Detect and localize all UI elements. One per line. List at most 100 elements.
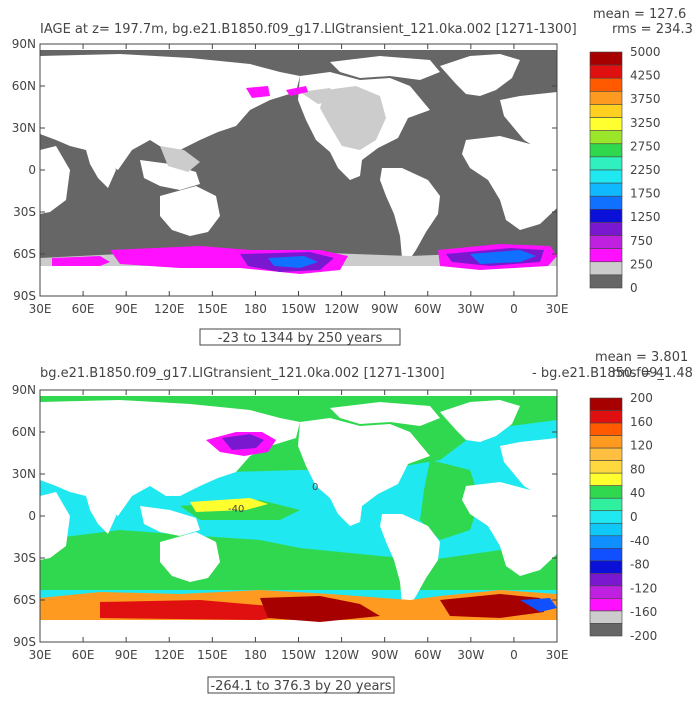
panel-1-india — [86, 150, 116, 188]
panel-2-india — [86, 496, 116, 534]
colorbar-label: -80 — [630, 558, 650, 572]
x-tick-label: 150W — [281, 648, 316, 662]
colorbar-swatch — [589, 573, 623, 587]
x-tick-label: 120E — [154, 648, 185, 662]
panel-2-antarctica — [40, 620, 557, 642]
y-tick-label: 0 — [28, 163, 36, 177]
panel-2-greenland — [440, 400, 520, 442]
panel-1-eurasia-left — [40, 54, 300, 170]
panel-1-grey-atlantic — [320, 86, 386, 150]
x-tick-label: 150E — [197, 302, 228, 316]
colorbar-swatch — [589, 209, 623, 223]
panel-1-magenta-north-b — [286, 86, 308, 96]
panel-1-rms: rms = 234.3 — [612, 22, 693, 37]
x-tick-label: 60W — [414, 302, 441, 316]
panel-1-y-ticks: 90N 60N 30N 0 30S 60S 90S — [12, 37, 557, 303]
colorbar-swatch — [589, 130, 623, 145]
panel-1-blue-band-b — [268, 256, 318, 268]
colorbar-label: 250 — [630, 257, 653, 271]
x-tick-label: 30E — [29, 302, 52, 316]
colorbar-swatch — [589, 560, 623, 574]
y-tick-label: 60S — [13, 247, 36, 261]
colorbar-swatch — [589, 143, 623, 158]
colorbar-label: 3750 — [630, 92, 661, 106]
x-tick-label: 30E — [546, 302, 569, 316]
panel-1-australia — [160, 186, 220, 236]
colorbar-swatch — [589, 497, 623, 512]
colorbar-swatch — [589, 510, 623, 524]
x-tick-label: 30E — [29, 648, 52, 662]
colorbar-swatch — [589, 435, 623, 449]
panel-1-south-america — [380, 168, 440, 262]
panel-2-x-ticks: 30E 60E 90E 120E 150E 180 150W 120W 90W 60W 30W 0 30… — [29, 390, 569, 662]
colorbar-label: 1750 — [630, 187, 661, 201]
colorbar-swatch — [589, 460, 623, 474]
colorbar-swatch — [589, 156, 623, 171]
y-tick-label: 60N — [12, 79, 36, 93]
y-tick-label: 90N — [12, 37, 36, 51]
colorbar-swatch — [589, 472, 623, 486]
colorbar-swatch — [589, 598, 623, 612]
x-tick-label: 180 — [244, 302, 267, 316]
panel-1-africa — [462, 136, 557, 230]
panel-1-magenta-north-a — [246, 86, 270, 98]
panel-2-purple-north — [222, 434, 264, 450]
panel-2-arctic-canada — [330, 402, 440, 426]
y-tick-label: 30S — [13, 205, 36, 219]
panel-1: IAGE at z= 197.7m, bg.e21.B1850.f09_g17.… — [12, 7, 693, 346]
y-tick-label: 30N — [12, 467, 36, 481]
y-tick-label: 90S — [13, 289, 36, 303]
colorbar-label: -160 — [630, 605, 657, 619]
x-tick-label: 60E — [72, 302, 95, 316]
panel-2-darkred-center — [260, 596, 380, 622]
panel-2-darkred-right — [440, 594, 544, 618]
colorbar-label: 40 — [630, 486, 645, 500]
x-tick-label: 120W — [324, 648, 359, 662]
colorbar-swatch — [589, 222, 623, 236]
x-tick-label: 180 — [244, 648, 267, 662]
colorbar-swatch — [589, 248, 623, 263]
panel-1-grey-pacific — [160, 146, 200, 172]
panel-2-red-band-left — [100, 600, 300, 620]
colorbar-swatch — [589, 169, 623, 184]
x-tick-label: 30E — [546, 648, 569, 662]
panel-2: bg.e21.B1850.f09_g17.LIGtransient_121.0k… — [12, 350, 693, 694]
x-tick-label: 60W — [414, 648, 441, 662]
x-tick-label: 150W — [281, 302, 316, 316]
x-tick-label: 90E — [115, 302, 138, 316]
colorbar-swatch — [589, 447, 623, 461]
colorbar-label: 0 — [630, 510, 638, 524]
colorbar-label: 2750 — [630, 139, 661, 153]
colorbar-swatch — [589, 397, 623, 411]
colorbar-label: -40 — [630, 534, 650, 548]
panel-1-grey-north — [300, 88, 336, 104]
colorbar-swatch — [589, 274, 623, 289]
colorbar-label: 120 — [630, 439, 653, 453]
colorbar-swatch — [589, 51, 623, 66]
colorbar-swatch — [589, 91, 623, 105]
colorbar-label: 80 — [630, 462, 645, 476]
x-tick-label: 90W — [371, 302, 398, 316]
panel-2-colorbar: 200 160 120 80 40 0 -40 -80 -120 -160 -200 — [589, 391, 657, 643]
colorbar-swatch — [589, 535, 623, 549]
x-tick-label: 0 — [510, 648, 518, 662]
panel-2-range-label: -264.1 to 376.3 by 20 years — [210, 679, 391, 694]
x-tick-label: 30W — [457, 302, 484, 316]
panel-1-mean: mean = 127.6 — [593, 7, 686, 22]
colorbar-swatch — [589, 77, 623, 92]
colorbar-swatch — [589, 117, 623, 131]
colorbar-label: 160 — [630, 415, 653, 429]
y-tick-label: 90S — [13, 635, 36, 649]
panel-1-arctic-canada — [330, 56, 440, 80]
panel-2-range-box — [207, 676, 395, 694]
colorbar-label: -200 — [630, 629, 657, 643]
panel-2-africa-left — [40, 492, 70, 560]
panel-2-map — [40, 390, 557, 642]
colorbar-label: 5000 — [630, 45, 661, 59]
colorbar-label: 2250 — [630, 163, 661, 177]
colorbar-label: 1250 — [630, 210, 661, 224]
colorbar-label: 4250 — [630, 69, 661, 83]
x-tick-label: 0 — [510, 302, 518, 316]
panel-2-africa — [462, 482, 557, 576]
colorbar-label: -120 — [630, 581, 657, 595]
